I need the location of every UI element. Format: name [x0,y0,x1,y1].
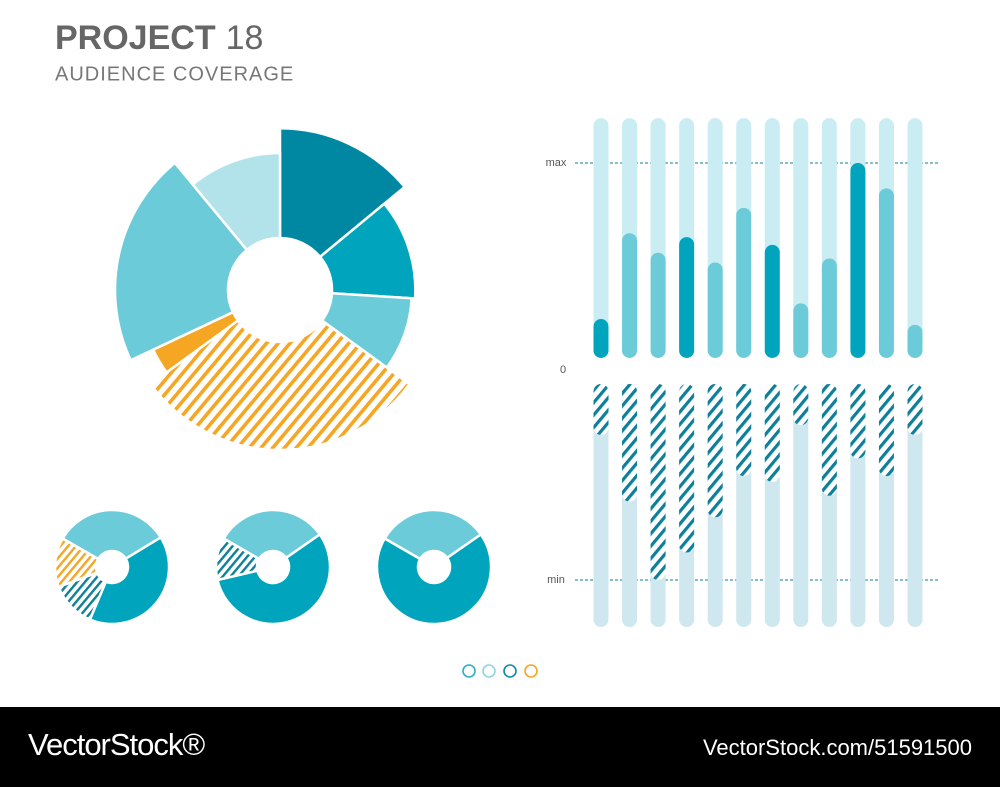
pager [462,664,538,678]
y-tick-label: 0 [560,364,566,376]
bar [593,384,609,435]
track [793,384,809,628]
bar [850,384,866,459]
pager-dot[interactable] [524,664,538,678]
track [907,384,923,628]
bar [707,384,723,518]
bar [593,319,609,358]
bar [793,384,809,426]
y-tick-label: min [547,574,565,586]
pie-slice [214,536,261,582]
bar [793,303,809,358]
bar [622,384,638,502]
bar [850,163,866,358]
footer-bar [0,707,1000,787]
bar [878,188,894,358]
track [593,118,609,359]
footer-brand: VectorStock® [28,727,205,762]
pie-slice [60,508,163,561]
pie-slice [53,536,100,589]
pie-slice [113,161,249,362]
track [907,118,923,359]
pie-slice [88,535,171,626]
pie-slice [216,532,332,626]
bar [650,384,666,580]
title-number: 18 [226,19,264,57]
footer-url: VectorStock.com/51591500 [703,735,972,760]
bar [764,244,780,358]
bar [650,252,666,358]
pie-slice [318,201,417,300]
bar [821,384,837,496]
pie-slice [382,508,483,561]
bar [622,233,638,358]
pager-dot[interactable] [482,664,496,678]
pie-slice [278,127,407,259]
title-word: PROJECT [55,19,216,57]
track [593,384,609,628]
pie-slice [221,508,322,561]
title: PROJECT 18 [55,19,263,57]
bar [707,262,723,358]
pager-dot[interactable] [462,664,476,678]
bar [679,237,695,358]
bar [907,324,923,358]
bar [736,207,752,358]
pie-slice [190,151,282,252]
pie-slice [148,318,412,452]
bar [878,384,894,477]
bar [736,384,752,477]
bar [764,384,780,482]
bar [679,384,695,553]
pager-dot[interactable] [503,664,517,678]
subtitle: AUDIENCE COVERAGE [55,63,294,85]
track [793,118,809,359]
bar [907,384,923,435]
pie-slice [375,532,493,626]
y-tick-label: max [546,157,567,169]
bar [821,258,837,358]
